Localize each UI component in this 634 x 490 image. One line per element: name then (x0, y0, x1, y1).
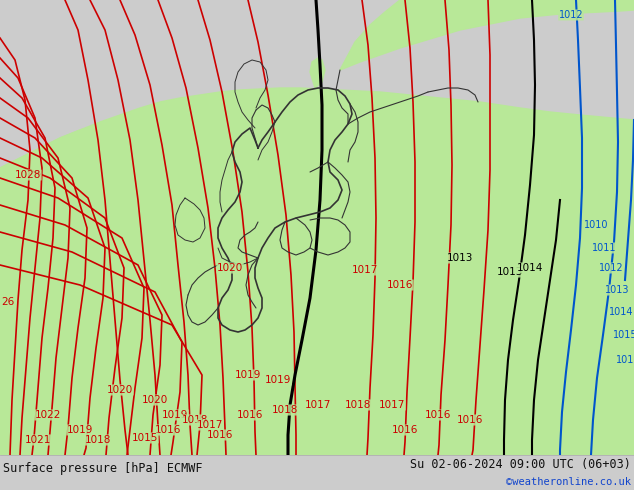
Text: 1021: 1021 (25, 435, 51, 445)
Text: 1014: 1014 (517, 263, 543, 273)
Text: 1017: 1017 (378, 400, 405, 410)
Polygon shape (172, 195, 205, 235)
Polygon shape (0, 88, 634, 455)
Text: Su 02-06-2024 09:00 UTC (06+03): Su 02-06-2024 09:00 UTC (06+03) (410, 458, 631, 471)
Polygon shape (215, 185, 258, 262)
Text: 26: 26 (1, 297, 15, 307)
Text: 1016: 1016 (207, 430, 233, 440)
Text: 1013: 1013 (497, 267, 523, 277)
Text: 1010: 1010 (584, 220, 608, 230)
Polygon shape (580, 180, 634, 455)
Text: 1016: 1016 (425, 410, 451, 420)
Text: 1014: 1014 (609, 307, 633, 317)
Text: 1016: 1016 (155, 425, 181, 435)
Text: 1016: 1016 (237, 410, 263, 420)
Text: Surface pressure [hPa] ECMWF: Surface pressure [hPa] ECMWF (3, 462, 203, 475)
Text: 1015: 1015 (132, 433, 158, 443)
Text: 1020: 1020 (142, 395, 168, 405)
Text: 1022: 1022 (35, 410, 61, 420)
Text: 1016: 1016 (387, 280, 413, 290)
Text: 1018: 1018 (85, 435, 111, 445)
Text: 1018: 1018 (182, 415, 208, 425)
Text: 1016: 1016 (392, 425, 418, 435)
Text: 1018: 1018 (272, 405, 298, 415)
Text: 1019: 1019 (67, 425, 93, 435)
Text: 1012: 1012 (598, 263, 623, 273)
Text: 1013: 1013 (447, 253, 473, 263)
Polygon shape (480, 280, 634, 455)
Text: 1012: 1012 (559, 10, 583, 20)
Text: 1017: 1017 (197, 420, 223, 430)
Text: ©weatheronline.co.uk: ©weatheronline.co.uk (506, 477, 631, 487)
Text: 1019: 1019 (265, 375, 291, 385)
Polygon shape (0, 122, 150, 178)
Polygon shape (340, 0, 634, 70)
Text: 1020: 1020 (107, 385, 133, 395)
Text: 1028: 1028 (15, 170, 41, 180)
Polygon shape (218, 138, 258, 175)
Text: 1019: 1019 (162, 410, 188, 420)
Text: 1016: 1016 (616, 355, 634, 365)
Text: 1013: 1013 (605, 285, 630, 295)
Text: 1020: 1020 (217, 263, 243, 273)
Polygon shape (310, 58, 325, 88)
Text: 1011: 1011 (592, 243, 616, 253)
Text: 1019: 1019 (235, 370, 261, 380)
Text: 1017: 1017 (352, 265, 378, 275)
Text: 1015: 1015 (612, 330, 634, 340)
Text: 1017: 1017 (305, 400, 331, 410)
Text: 1018: 1018 (345, 400, 371, 410)
Text: 1016: 1016 (457, 415, 483, 425)
